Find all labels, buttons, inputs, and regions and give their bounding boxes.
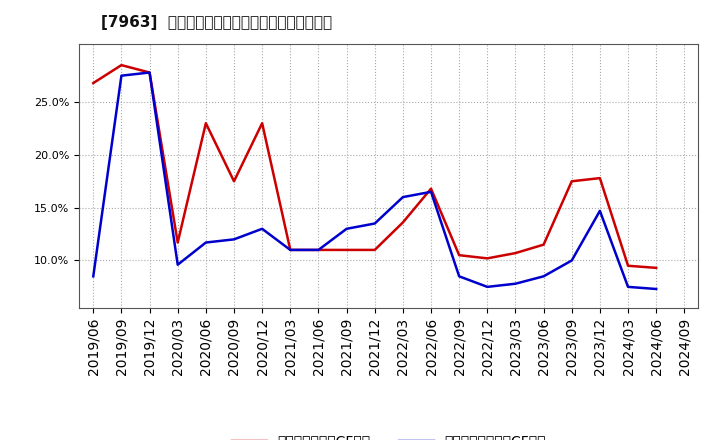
Text: [7963]  有利子負債キャッシュフロー比率の推移: [7963] 有利子負債キャッシュフロー比率の推移	[101, 15, 332, 30]
Legend: 有利子負債営業CF比率, 有利子負債フリーCF比率: 有利子負債営業CF比率, 有利子負債フリーCF比率	[226, 429, 552, 440]
